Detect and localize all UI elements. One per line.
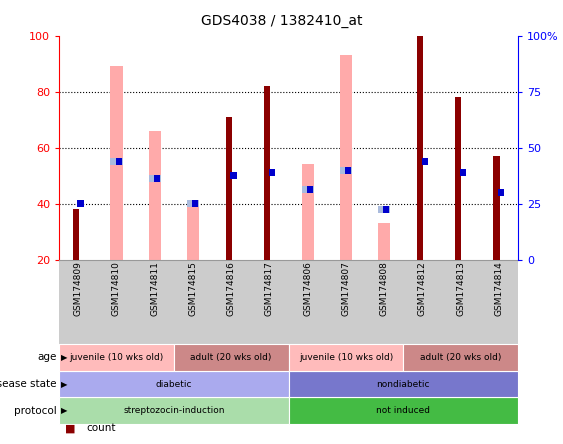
Bar	[302, 164, 314, 260]
Bar	[340, 55, 352, 260]
Bar	[422, 158, 428, 165]
Bar	[187, 204, 199, 260]
Bar	[149, 175, 161, 182]
Bar	[149, 131, 161, 260]
Bar	[494, 156, 499, 260]
Text: diabetic: diabetic	[155, 380, 192, 388]
Bar	[110, 66, 123, 260]
Bar	[264, 86, 270, 260]
Bar	[383, 206, 390, 213]
Bar	[455, 97, 461, 260]
Bar	[307, 186, 313, 193]
Bar	[110, 158, 123, 165]
Bar	[226, 117, 232, 260]
Text: age: age	[37, 353, 56, 362]
Bar	[498, 189, 504, 196]
Bar	[460, 169, 466, 176]
Text: ■: ■	[65, 424, 75, 433]
Text: ▶: ▶	[61, 406, 68, 415]
Bar	[417, 36, 423, 260]
Text: adult (20 wks old): adult (20 wks old)	[420, 353, 501, 362]
Bar	[302, 186, 314, 193]
Text: not induced: not induced	[376, 406, 430, 415]
Bar	[116, 158, 122, 165]
Text: ▶: ▶	[61, 380, 68, 388]
Bar	[378, 223, 390, 260]
Bar	[230, 172, 236, 179]
Text: disease state: disease state	[0, 379, 56, 389]
Bar	[187, 200, 199, 207]
Bar	[345, 166, 351, 174]
Bar	[340, 166, 352, 174]
Text: GDS4038 / 1382410_at: GDS4038 / 1382410_at	[201, 14, 362, 28]
Text: protocol: protocol	[14, 406, 56, 416]
Bar	[192, 200, 198, 207]
Text: nondiabetic: nondiabetic	[377, 380, 430, 388]
Bar	[78, 200, 83, 207]
Text: streptozocin-induction: streptozocin-induction	[123, 406, 225, 415]
Text: juvenile (10 wks old): juvenile (10 wks old)	[299, 353, 393, 362]
Text: adult (20 wks old): adult (20 wks old)	[190, 353, 272, 362]
Bar	[269, 169, 275, 176]
Text: juvenile (10 wks old): juvenile (10 wks old)	[69, 353, 164, 362]
Text: ▶: ▶	[61, 353, 68, 362]
Bar	[378, 206, 390, 213]
Text: count: count	[86, 424, 115, 433]
Bar	[154, 175, 160, 182]
Bar	[73, 209, 79, 260]
